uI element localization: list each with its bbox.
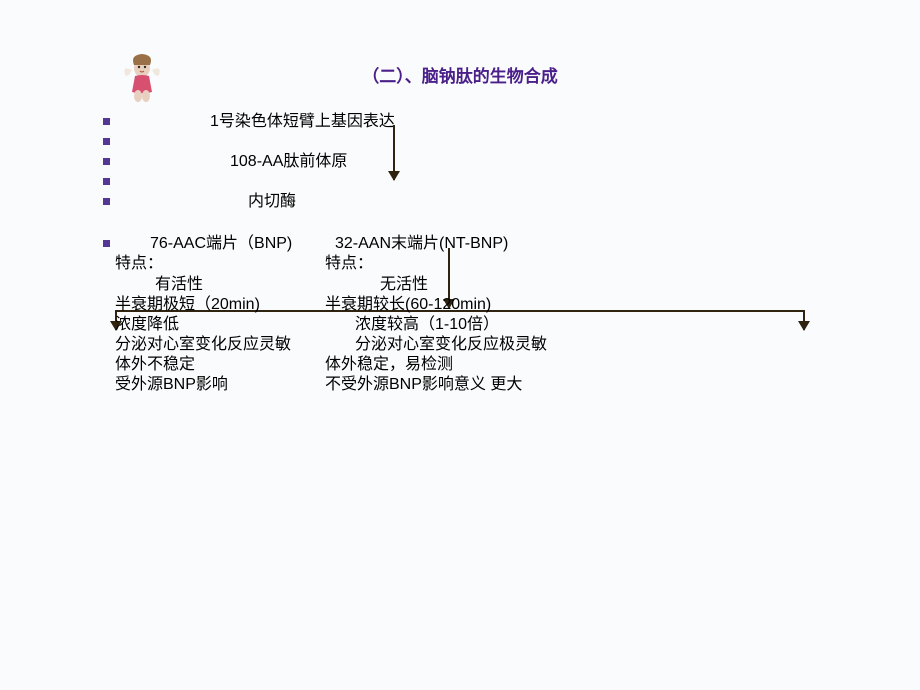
left-row-1: 有活性 (155, 275, 203, 296)
left-row-0: 特点： (115, 254, 163, 275)
left-row-6: 受外源BNP影响 (115, 375, 228, 396)
left-row-2: 半衰期极短（20min) (115, 295, 260, 316)
right-row-6: 不受外源BNP影响意义 更大 (325, 375, 522, 396)
right-row-3: 浓度较高（1-10倍） (355, 315, 499, 336)
bullet-5 (103, 198, 110, 205)
bullet-1 (103, 118, 110, 125)
right-row-1: 无活性 (380, 275, 428, 296)
left-row-5: 体外不稳定 (115, 355, 195, 376)
right-row-5: 体外稳定，易检测 (325, 355, 453, 376)
bullet-6-label: 76-AAC端片（BNP) (150, 234, 292, 255)
arrow-split-right-down (803, 310, 805, 330)
bullet-4 (103, 178, 110, 185)
right-row-0: 特点： (325, 254, 373, 275)
arrow-down-1 (393, 125, 395, 180)
bullet-3-label: 108-AA肽前体原 (230, 152, 347, 173)
slide-container: （二）、脑钠肽的生物合成 1号染色体短臂上基因表达 108-AA肽前体原 内切酶… (0, 0, 920, 690)
left-row-4: 分泌对心室变化反应灵敏 (115, 335, 291, 356)
bullet-6 (103, 240, 110, 247)
bullet-2 (103, 138, 110, 145)
slide-title: （二）、脑钠肽的生物合成 (362, 62, 558, 87)
bullet-1-label: 1号染色体短臂上基因表达 (210, 112, 395, 133)
bullet-5-label: 内切酶 (248, 192, 296, 213)
left-row-3: 浓度降低 (115, 315, 179, 336)
right-header: 32-AAN末端片(NT-BNP) (335, 234, 508, 255)
bullet-3 (103, 158, 110, 165)
right-row-4: 分泌对心室变化反应极灵敏 (355, 335, 547, 356)
angel-icon (120, 50, 170, 105)
right-row-2: 半衰期较长(60-120min) (325, 295, 491, 316)
